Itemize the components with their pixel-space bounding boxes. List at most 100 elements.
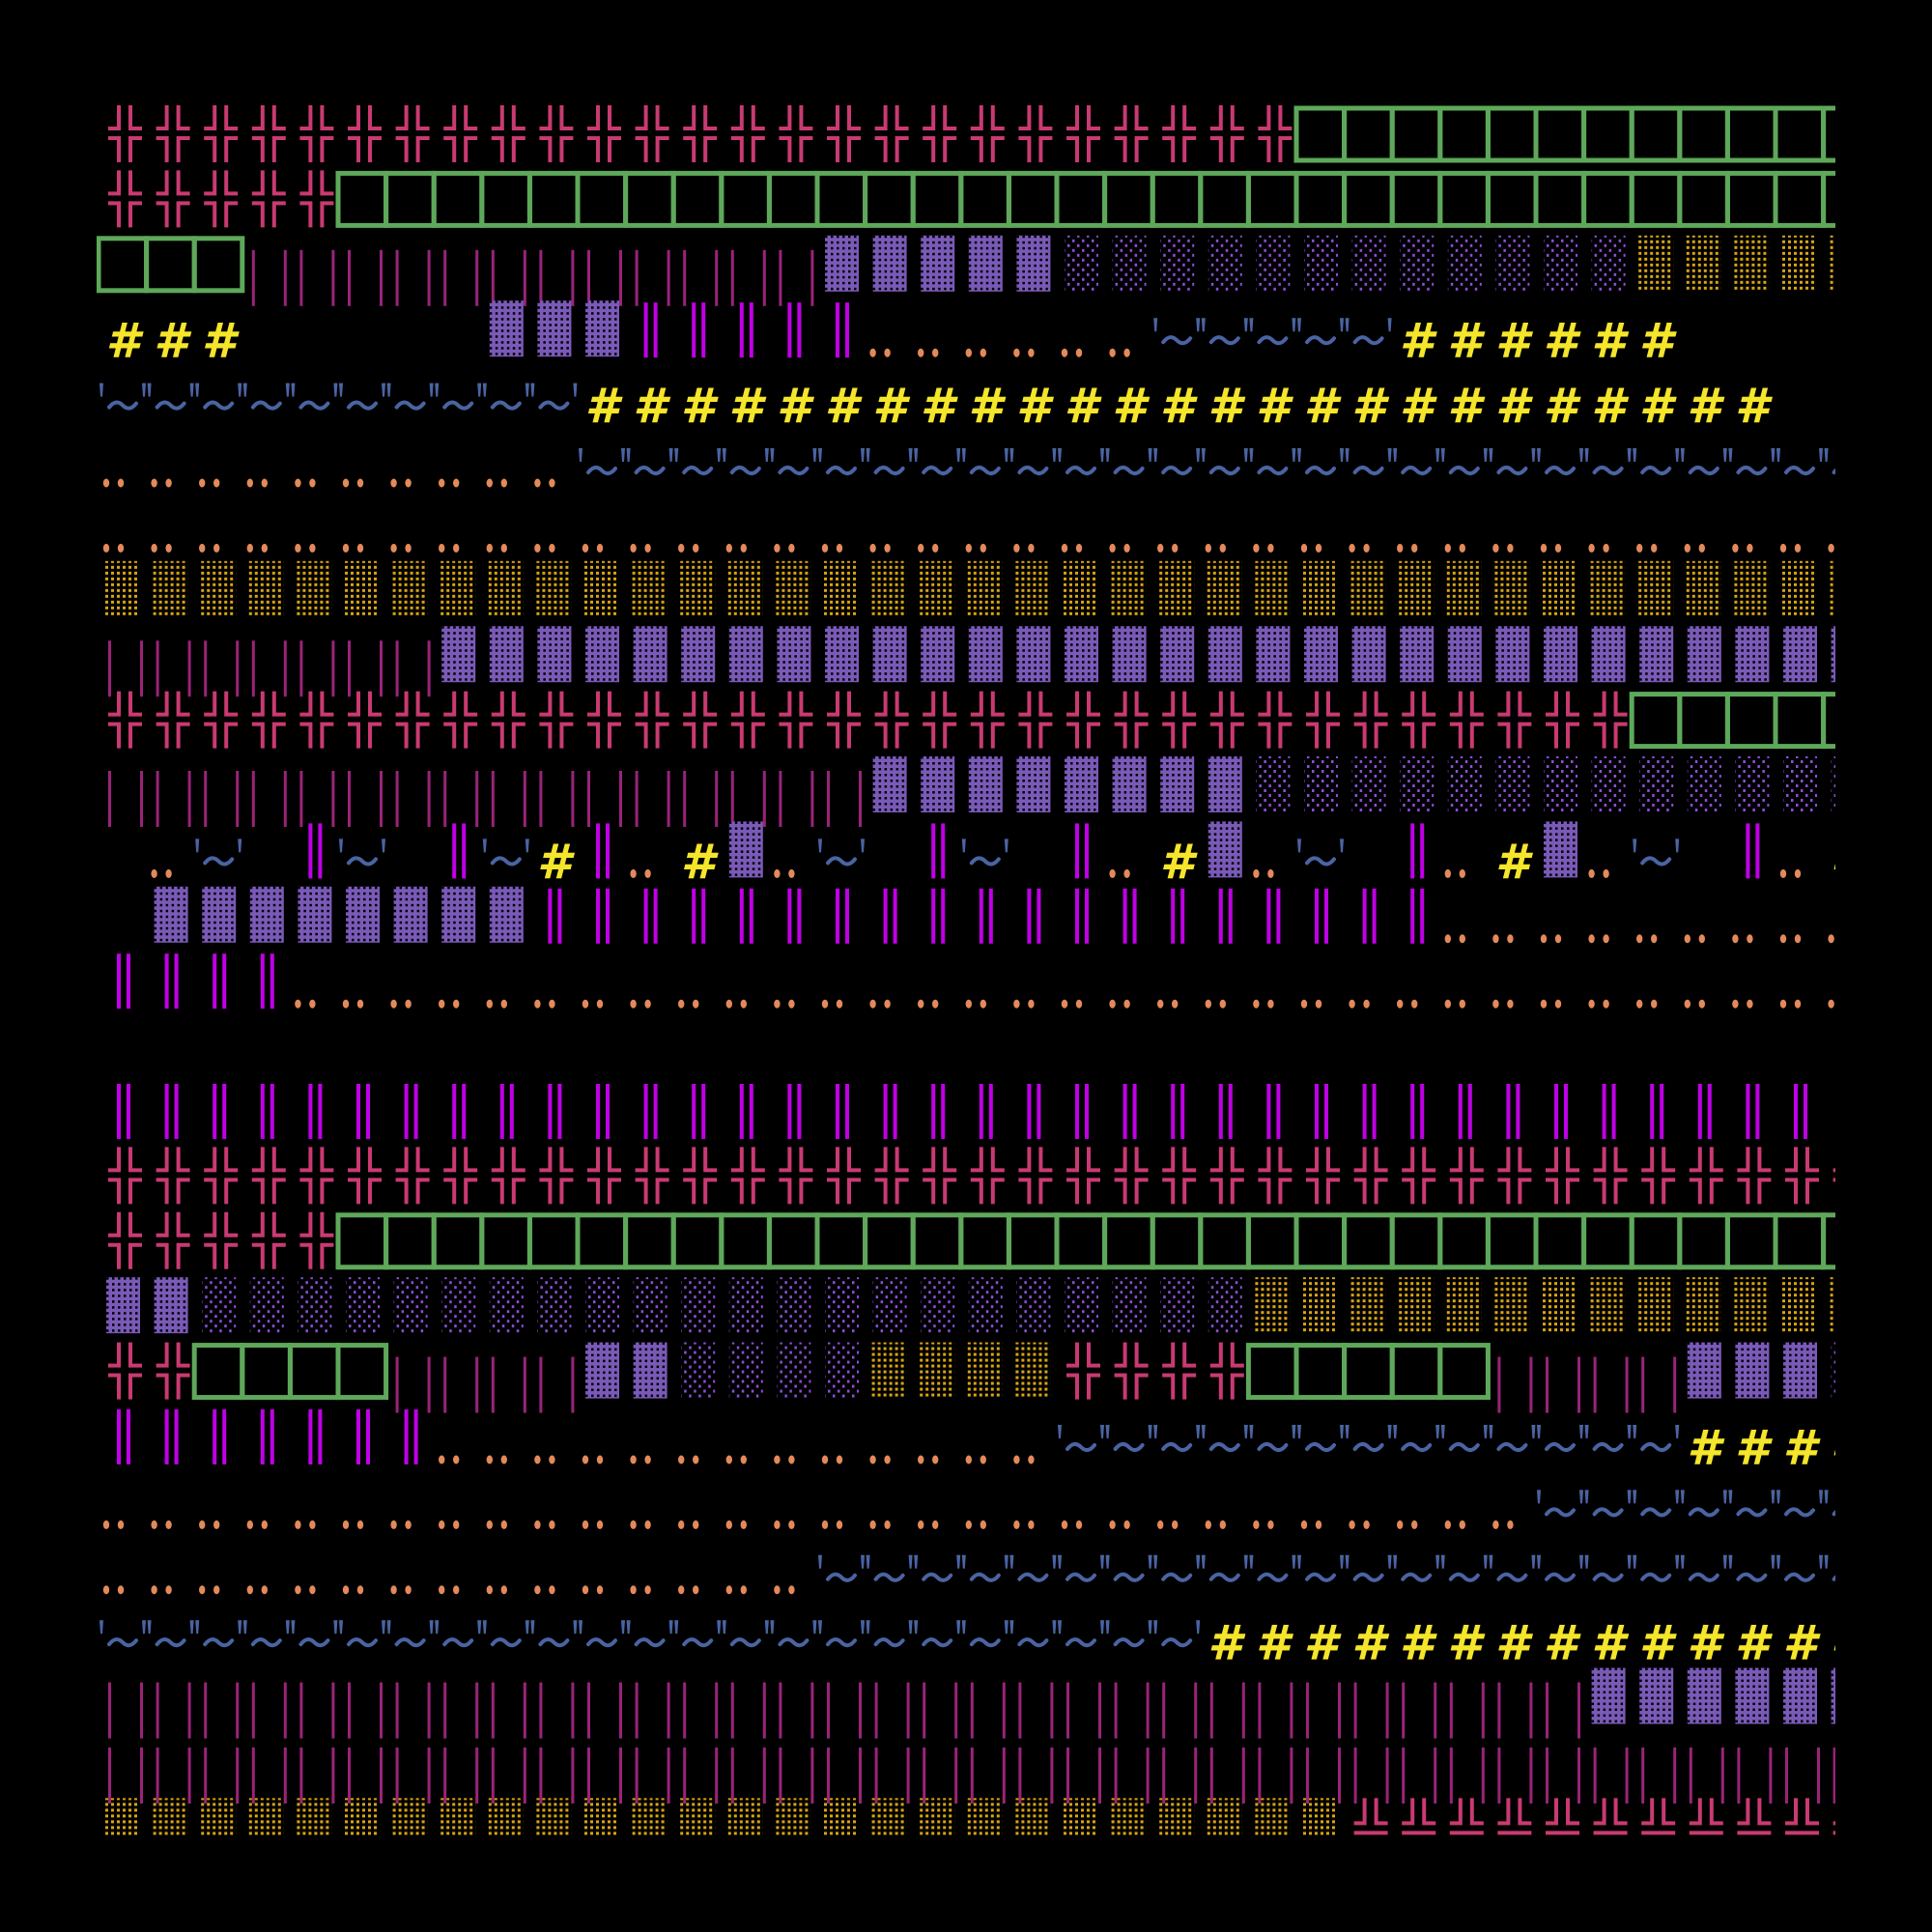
glyph-double-cross: [539, 105, 574, 162]
glyph-box: [1389, 1212, 1443, 1270]
glyph-double-cross: [635, 691, 669, 749]
glyph-medium-shade: [1781, 1277, 1817, 1334]
glyph-thin-bars: [1114, 1747, 1150, 1804]
glyph-double-bar: [883, 1084, 897, 1139]
glyph-two-dots: [151, 1585, 172, 1595]
glyph-double-cross: [683, 105, 718, 162]
glyph-thin-bars: [923, 1682, 958, 1739]
glyph-box: [1581, 1212, 1634, 1270]
glyph-medium-shade: [1445, 1277, 1482, 1334]
glyph-dense-shade: [968, 756, 1003, 812]
glyph-thin-bars: [827, 1682, 862, 1739]
glyph-light-shade: [1591, 235, 1626, 292]
glyph-double-cross: [299, 170, 334, 228]
glyph-double-cross: [539, 691, 574, 749]
svg-text:#: #: [1400, 379, 1437, 435]
glyph-double-cross: [156, 1342, 190, 1400]
glyph-thin-bars: [923, 1747, 958, 1804]
glyph-two-dots: [486, 1455, 507, 1464]
glyph-double-cross: [108, 1147, 142, 1205]
glyph-two-dots: [1205, 543, 1226, 553]
glyph-hash: #: [1639, 379, 1677, 435]
glyph-light-shade: [1735, 756, 1770, 812]
glyph-hash: #: [1208, 1615, 1245, 1671]
glyph-medium-shade: [1685, 560, 1721, 617]
glyph-double-cross: [251, 691, 286, 749]
glyph-box: [766, 1212, 820, 1270]
glyph-two-dots: [1300, 999, 1322, 1009]
glyph-thin-bars: [348, 640, 383, 697]
glyph-quote-tilde: [866, 1620, 913, 1648]
glyph-quote-tilde: [1201, 318, 1248, 346]
svg-text:#: #: [1831, 1420, 1835, 1476]
glyph-thin-bars: [348, 249, 383, 306]
glyph-quote-tilde: [818, 1620, 865, 1648]
glyph-dense-shade: [1783, 1342, 1817, 1399]
glyph-hash: #: [728, 379, 766, 435]
glyph-two-dots: [1732, 934, 1753, 944]
glyph-row: # # # # # # # # # # # # # # # # # # # # # # # # #: [99, 379, 1773, 435]
glyph-two-dots: [869, 1455, 891, 1464]
glyph-two-dots: [151, 478, 172, 488]
glyph-two-dots: [199, 543, 220, 553]
glyph-quote-tilde: [1201, 448, 1248, 475]
glyph-two-dots: [678, 1455, 699, 1464]
svg-text:#: #: [1544, 313, 1581, 369]
glyph-double-bar: [213, 953, 227, 1009]
glyph-quote-tilde: [147, 383, 194, 411]
glyph-double-cross: [204, 170, 239, 228]
glyph-double-cross: [1066, 691, 1100, 749]
glyph-thin-bars: [1833, 1747, 1835, 1804]
glyph-thin-bars: [779, 1682, 814, 1739]
svg-text:#: #: [681, 834, 719, 890]
svg-text:#: #: [1591, 1615, 1629, 1671]
glyph-box: [526, 170, 581, 228]
glyph-hash: #: [1735, 379, 1773, 435]
glyph-light-shade: [1208, 235, 1242, 292]
glyph-double-cross: [970, 1147, 1005, 1205]
glyph-light-shade: [1447, 235, 1482, 292]
glyph-quote-tilde: [1153, 448, 1201, 475]
glyph-medium-shade: [1254, 1277, 1291, 1334]
svg-text:#: #: [1351, 1615, 1389, 1671]
glyph-double-bar: [117, 1084, 130, 1139]
glyph-thin-bars: [251, 249, 287, 306]
glyph-dense-shade: [872, 626, 907, 683]
glyph-quote-tilde: [482, 383, 529, 411]
glyph-double-cross: [827, 105, 861, 162]
glyph-box: [1629, 1212, 1683, 1270]
glyph-two-dots: [1684, 999, 1705, 1009]
glyph-two-dots: [534, 1585, 555, 1595]
glyph-light-shade: [1112, 1277, 1147, 1334]
glyph-medium-shade: [775, 1798, 811, 1835]
glyph-box: [1245, 1212, 1299, 1270]
glyph-thin-bars: [1066, 1682, 1101, 1739]
glyph-double-cross: [874, 1147, 909, 1205]
glyph-two-dots: [486, 1520, 507, 1529]
glyph-box: [1724, 105, 1778, 163]
glyph-light-shade: [1065, 235, 1098, 292]
svg-text:#: #: [968, 379, 1006, 435]
glyph-light-shade: [1831, 1342, 1835, 1399]
glyph-double-bar: [931, 823, 946, 879]
glyph-thin-bars: [204, 1682, 240, 1739]
svg-text:#: #: [1160, 379, 1198, 435]
glyph-thin-bars: [156, 771, 191, 827]
glyph-double-bar: [308, 823, 323, 879]
svg-text:#: #: [537, 834, 575, 890]
glyph-light-shade: [921, 1277, 955, 1334]
glyph-box: [1293, 1212, 1348, 1270]
glyph-two-dots: [534, 543, 555, 553]
glyph-thin-bars: [730, 771, 766, 827]
glyph-quote-tilde: [1153, 1620, 1201, 1648]
glyph-box: [1198, 1212, 1251, 1270]
glyph-dense-shade: [249, 886, 284, 943]
glyph-two-dots: [486, 999, 507, 1009]
glyph-double-cross: [1402, 691, 1436, 749]
glyph-thin-bars: [1449, 1682, 1485, 1739]
glyph-row: [108, 170, 1835, 228]
glyph-two-dots: [1444, 999, 1465, 1009]
glyph-double-cross: [587, 691, 621, 749]
glyph-box: [1533, 105, 1587, 163]
glyph-double-bar: [1266, 1084, 1281, 1139]
